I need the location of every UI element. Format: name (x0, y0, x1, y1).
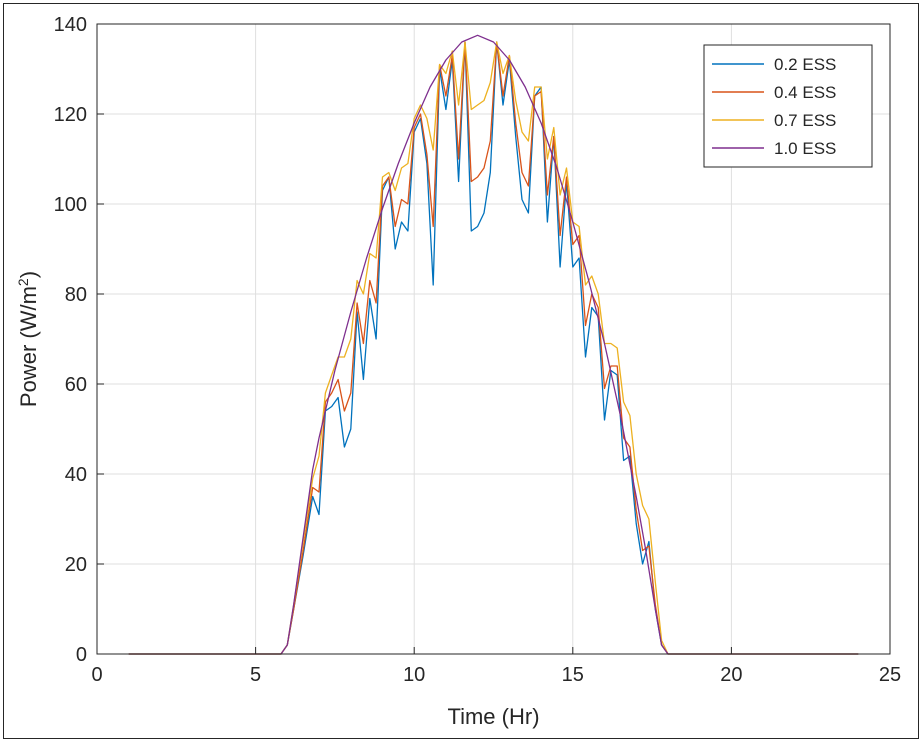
y-tick-label: 140 (54, 14, 87, 36)
plot-area-border (96, 23, 891, 655)
legend-entry: 1.0 ESS (774, 139, 836, 158)
y-tick-label: 40 (65, 464, 87, 486)
legend-entry: 0.7 ESS (774, 111, 836, 130)
y-tick-label: 80 (65, 284, 87, 306)
y-tick-label: 60 (65, 374, 87, 396)
x-tick-label: 10 (403, 664, 425, 686)
y-tick-label: 20 (65, 554, 87, 576)
x-axis-label: Time (Hr) (447, 704, 539, 729)
y-tick-label: 100 (54, 194, 87, 216)
series-lines (128, 34, 859, 655)
x-tick-label: 5 (250, 664, 261, 686)
legend-entry: 0.4 ESS (774, 83, 836, 102)
legend-box (703, 44, 873, 168)
legend: 0.2 ESS 0.4 ESS 0.7 ESS 1.0 ESS (703, 44, 873, 168)
series-line-3 (128, 41, 859, 655)
y-tick-label: 0 (76, 644, 87, 666)
x-tick-label: 0 (91, 664, 102, 686)
series-line-4 (128, 34, 859, 655)
series-line-1 (128, 41, 859, 655)
x-tick-label: 20 (720, 664, 742, 686)
x-tick-label: 15 (562, 664, 584, 686)
x-tick-label: 25 (879, 664, 901, 686)
y-tick-label: 120 (54, 104, 87, 126)
legend-entry: 0.2 ESS (774, 55, 836, 74)
series-line-2 (128, 41, 859, 655)
y-axis-label: Power (W/m2) (15, 271, 41, 407)
tick-labels: 0 5 10 15 20 25 0 20 40 60 80 100 120 140 (54, 14, 902, 686)
